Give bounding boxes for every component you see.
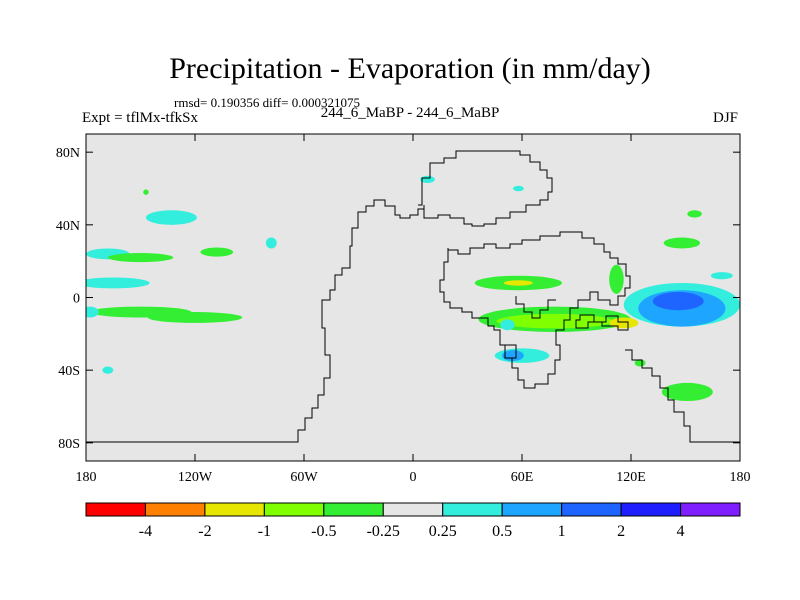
lon-tick-label: 60E: [511, 470, 534, 485]
colorbar-label: 4: [677, 523, 685, 540]
anomaly-patch: [663, 237, 701, 249]
anomaly-patch: [710, 272, 733, 280]
colorbar-label: 0.25: [429, 523, 457, 540]
colorbar-swatch: [382, 502, 444, 517]
colorbar-swatch: [204, 502, 265, 517]
anomaly-patch: [86, 277, 150, 289]
coastline-indonesia: [575, 314, 629, 331]
anomaly-field: [86, 175, 740, 402]
anomaly-patch: [500, 319, 515, 331]
anomaly-patch: [86, 306, 99, 318]
anomaly-patch: [265, 237, 277, 249]
lat-tick-label: 40S: [58, 364, 80, 379]
stats-label: rmsd= 0.190356 diff= 0.000321075: [174, 95, 360, 110]
coastline-americas: [86, 199, 425, 443]
colorbar-label: 2: [617, 523, 625, 540]
anomaly-patch: [652, 292, 704, 311]
anomaly-patch: [609, 264, 624, 294]
period-label: 244_6_MaBP - 244_6_MaBP: [320, 105, 500, 121]
lon-tick-label: 120W: [178, 470, 213, 485]
colorbar-swatch: [680, 502, 741, 517]
anomaly-patch: [687, 210, 702, 218]
axis-ticks: 80N 40N 0 40S 80S 180 120W 60W 0 60E 120E 180: [56, 134, 751, 485]
lon-tick-label: 180: [76, 470, 97, 485]
lon-tick-label: 180: [730, 470, 751, 485]
colorbar-label: -2: [198, 523, 211, 540]
colorbar-swatch: [620, 502, 682, 517]
anomaly-patch: [609, 317, 639, 329]
lon-tick-label: 60W: [290, 470, 318, 485]
lat-tick-label: 40N: [56, 219, 80, 234]
lon-tick-label: 120E: [616, 470, 646, 485]
anomaly-patch: [503, 280, 533, 286]
anomaly-patch: [145, 210, 197, 225]
colorbar-label: -0.5: [311, 523, 336, 540]
experiment-label: Expt = tflMx-tfkSx: [82, 110, 198, 126]
colorbar-swatch: [442, 502, 503, 517]
colorbar-swatch: [561, 502, 622, 517]
anomaly-patch: [143, 189, 149, 195]
season-label: DJF: [712, 110, 738, 126]
map-title: Precipitation - Evaporation (in mm/day): [169, 52, 651, 85]
coastline-madagascar: [504, 344, 517, 359]
colorbar-swatch: [323, 502, 384, 517]
colorbar: -4 -2 -1 -0.5 -0.25 0.25 0.5 1 2 4: [85, 502, 741, 540]
colorbar-swatch: [501, 502, 563, 517]
anomaly-patch: [200, 247, 234, 257]
colorbar-label: -0.25: [367, 523, 400, 540]
colorbar-label: -4: [139, 523, 152, 540]
colorbar-swatch: [263, 502, 325, 517]
anomaly-patch: [634, 359, 646, 367]
lat-tick-label: 80N: [56, 146, 80, 161]
anomaly-patch: [512, 185, 524, 192]
lat-tick-label: 0: [73, 292, 80, 307]
colorbar-label: 0.5: [492, 523, 512, 540]
coastline-australia: [625, 349, 740, 443]
coastline-eurasia-africa: [439, 231, 631, 389]
anomaly-patch: [661, 382, 713, 402]
lat-tick-label: 80S: [58, 437, 80, 452]
coastline-arabia: [515, 296, 556, 319]
coastline-greenland: [418, 150, 553, 227]
colorbar-swatch: [144, 502, 206, 517]
lon-tick-label: 0: [410, 470, 417, 485]
anomaly-patch: [107, 252, 174, 263]
coastlines: [86, 150, 740, 443]
anomaly-patch: [147, 312, 243, 323]
anomaly-patch: [102, 366, 114, 374]
colorbar-swatch: [85, 502, 146, 517]
anomaly-patch: [496, 313, 613, 329]
colorbar-label: -1: [258, 523, 271, 540]
colorbar-label: 1: [558, 523, 566, 540]
